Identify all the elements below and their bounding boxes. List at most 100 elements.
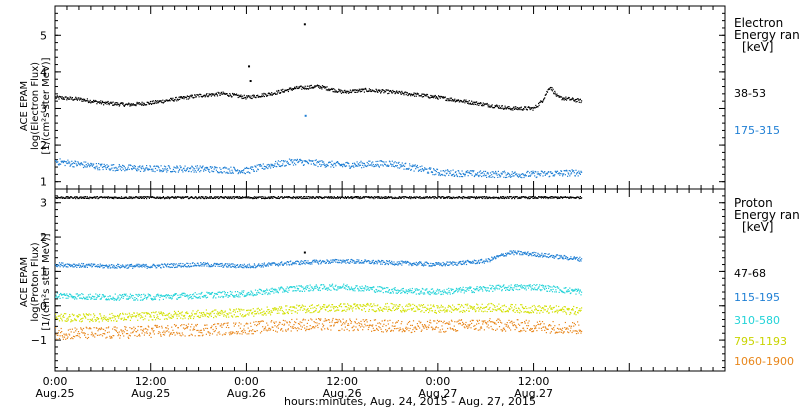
electron-point-175-315 <box>385 164 387 166</box>
electron-point-175-315 <box>549 175 551 177</box>
electron-point-38-53 <box>306 85 308 87</box>
proton-point-115-195 <box>225 265 228 267</box>
electron-point-38-53 <box>333 91 335 93</box>
proton-point-47-68 <box>206 196 209 199</box>
electron-point-38-53 <box>270 94 272 96</box>
proton-point-115-195 <box>144 266 146 268</box>
electron-series-175-315 <box>55 158 583 179</box>
electron-point-38-53 <box>449 97 451 99</box>
proton-point-115-195 <box>133 265 135 267</box>
electron-point-38-53 <box>555 95 557 97</box>
proton-point-47-68 <box>282 197 284 199</box>
electron-point-175-315 <box>573 170 575 172</box>
proton-point-47-68 <box>261 197 263 200</box>
electron-point-175-315 <box>282 160 284 162</box>
electron-point-38-53 <box>519 107 521 109</box>
electron-point-38-53 <box>474 103 477 105</box>
proton-point-310-580 <box>368 289 370 291</box>
electron-point-38-53 <box>132 103 134 105</box>
electron-point-175-315 <box>318 160 320 162</box>
proton-point-310-580 <box>469 287 471 289</box>
proton-point-47-68 <box>60 197 62 199</box>
proton-plot-frame <box>54 188 726 372</box>
proton-point-47-68 <box>84 197 86 199</box>
electron-point-175-315 <box>345 162 347 164</box>
electron-point-38-53 <box>332 91 334 93</box>
electron-point-38-53 <box>303 87 305 89</box>
electron-point-38-53 <box>456 100 458 102</box>
proton-point-115-195 <box>277 265 279 267</box>
electron-point-175-315 <box>168 166 171 168</box>
proton-point-310-580 <box>104 295 106 297</box>
electron-point-38-53 <box>356 89 358 91</box>
proton-point-115-195 <box>288 264 291 266</box>
proton-point-310-580 <box>307 290 310 292</box>
proton-point-47-68 <box>103 197 105 199</box>
proton-point-115-195 <box>577 259 579 261</box>
proton-point-115-195 <box>118 263 120 266</box>
proton-point-115-195 <box>96 265 98 267</box>
proton-point-115-195 <box>371 260 373 262</box>
proton-point-115-195 <box>551 254 553 256</box>
proton-point-310-580 <box>285 288 287 290</box>
electron-point-175-315 <box>490 176 492 178</box>
electron-point-175-315 <box>345 165 348 167</box>
proton-point-795-1193 <box>66 320 68 322</box>
electron-point-175-315 <box>270 163 272 165</box>
electron-point-175-315 <box>348 163 350 165</box>
electron-point-175-315 <box>390 163 392 165</box>
proton-point-310-580 <box>288 289 290 291</box>
electron-point-175-315 <box>443 170 445 172</box>
electron-point-38-53 <box>171 98 173 100</box>
electron-point-175-315 <box>242 172 244 174</box>
electron-point-38-53 <box>71 97 73 99</box>
proton-point-115-195 <box>113 264 115 266</box>
proton-point-47-68 <box>82 196 84 199</box>
proton-point-115-195 <box>246 265 248 267</box>
proton-point-310-580 <box>524 285 526 287</box>
proton-point-795-1193 <box>89 318 91 321</box>
proton-point-47-68 <box>428 197 430 199</box>
electron-point-38-53 <box>581 100 583 102</box>
electron-point-175-315 <box>465 171 467 173</box>
electron-point-38-53 <box>75 98 77 100</box>
electron-point-175-315 <box>424 167 426 169</box>
proton-point-795-1193 <box>119 314 121 316</box>
proton-point-310-580 <box>442 293 444 295</box>
electron-point-38-53 <box>528 106 530 108</box>
proton-point-115-195 <box>452 261 454 263</box>
proton-point-310-580 <box>201 291 203 294</box>
electron-point-38-53 <box>150 103 152 105</box>
electron-point-38-53 <box>118 105 120 107</box>
electron-point-38-53 <box>213 93 215 95</box>
proton-point-47-68 <box>155 197 157 199</box>
proton-point-115-195 <box>567 257 569 259</box>
electron-point-38-53 <box>78 97 80 99</box>
proton-point-115-195 <box>249 267 252 269</box>
proton-point-310-580 <box>146 298 148 300</box>
proton-point-310-580 <box>402 287 404 290</box>
proton-point-310-580 <box>410 290 412 292</box>
proton-point-115-195 <box>317 262 319 264</box>
proton-point-795-1193 <box>75 319 77 322</box>
proton-point-310-580 <box>402 290 404 292</box>
proton-point-47-68 <box>540 196 542 198</box>
proton-point-47-68 <box>420 197 422 200</box>
proton-point-47-68 <box>114 197 116 199</box>
electron-point-38-53 <box>325 89 327 91</box>
electron-point-38-53 <box>402 92 404 94</box>
proton-point-310-580 <box>506 287 508 289</box>
proton-point-795-1193 <box>117 316 119 318</box>
proton-point-47-68 <box>378 197 380 199</box>
electron-point-38-53 <box>376 91 378 93</box>
electron-point-38-53 <box>224 93 226 95</box>
proton-point-310-580 <box>61 294 63 296</box>
proton-point-47-68 <box>374 196 376 198</box>
proton-point-115-195 <box>398 262 401 264</box>
electron-point-175-315 <box>85 164 87 166</box>
electron-point-175-315 <box>462 176 464 178</box>
proton-point-310-580 <box>220 292 222 294</box>
electron-point-38-53 <box>401 92 403 94</box>
proton-point-795-1193 <box>71 320 73 322</box>
electron-point-38-53 <box>112 101 114 103</box>
